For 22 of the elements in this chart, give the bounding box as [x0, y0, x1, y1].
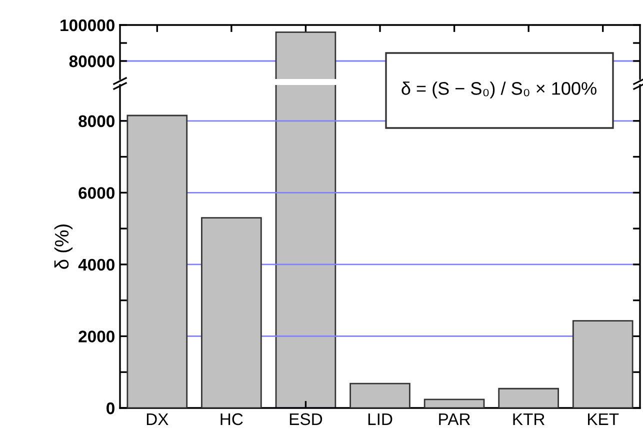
bar — [498, 388, 559, 408]
bar — [350, 382, 410, 408]
y-tick-label: 0 — [106, 402, 114, 414]
annotation: δ = (S − S₀) / S₀ × 100% — [402, 82, 596, 98]
y-tick-label: 2000 — [78, 330, 114, 342]
x-tick-label: ESD — [290, 413, 322, 426]
x-tick-label: PAR — [439, 413, 470, 425]
y-tick-label: 80000 — [69, 55, 114, 68]
y-tick-label: 8000 — [78, 115, 114, 128]
y-tick-label: 6000 — [78, 187, 114, 199]
bar — [126, 114, 188, 408]
x-tick-label: DX — [146, 413, 168, 425]
x-tick-label: KET — [588, 413, 619, 425]
x-tick-label: HC — [220, 413, 243, 426]
bar — [201, 217, 262, 408]
bar — [424, 398, 485, 408]
y-tick-label: 100000 — [60, 19, 114, 32]
x-tick-label: KTR — [513, 413, 544, 425]
x-tick-label: LID — [368, 413, 392, 425]
bar — [572, 320, 634, 408]
y-tick-label: 4000 — [78, 258, 114, 271]
y-axis-title: δ (%) — [54, 224, 72, 269]
